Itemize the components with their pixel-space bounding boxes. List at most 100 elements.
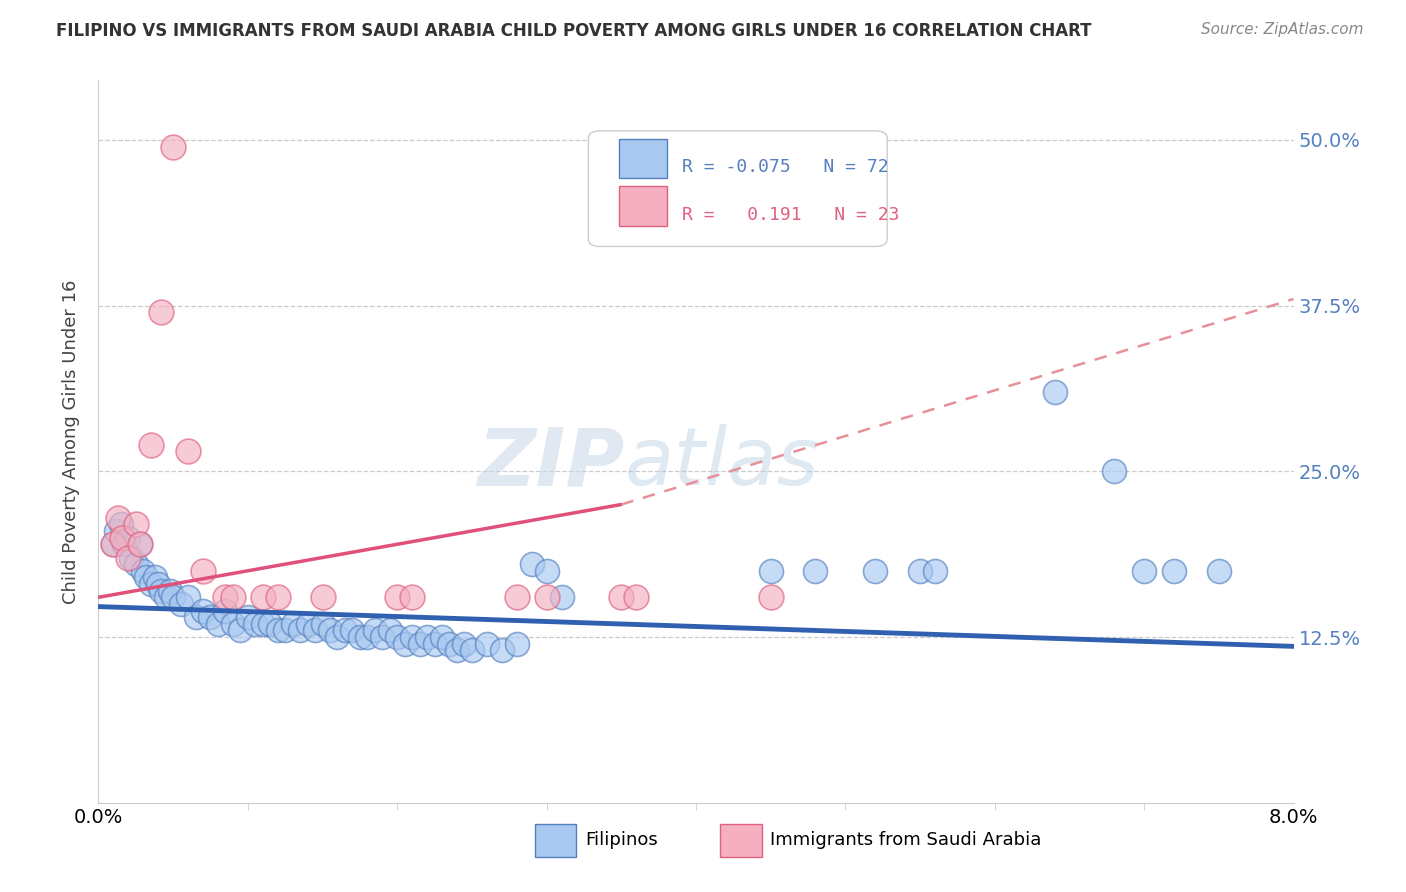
Point <box>461 643 484 657</box>
Point <box>506 591 529 605</box>
Point <box>117 550 139 565</box>
Point <box>236 610 259 624</box>
Point <box>155 591 177 605</box>
Point <box>129 537 152 551</box>
Point <box>125 557 148 571</box>
Point <box>610 591 633 605</box>
Point <box>342 624 364 638</box>
Point <box>191 564 214 578</box>
Text: atlas: atlas <box>624 425 820 502</box>
Text: Filipinos: Filipinos <box>585 831 658 849</box>
Point <box>169 597 191 611</box>
Point <box>222 591 245 605</box>
Point <box>143 570 166 584</box>
Point <box>150 305 173 319</box>
Point <box>150 583 173 598</box>
Point <box>506 637 529 651</box>
Point <box>281 616 304 631</box>
Text: Immigrants from Saudi Arabia: Immigrants from Saudi Arabia <box>770 831 1042 849</box>
FancyBboxPatch shape <box>620 138 668 178</box>
Point <box>385 630 409 644</box>
Point <box>1133 564 1156 578</box>
Point <box>139 438 162 452</box>
Point <box>394 637 416 651</box>
FancyBboxPatch shape <box>589 131 887 246</box>
Point <box>364 624 387 638</box>
Point <box>865 564 887 578</box>
FancyBboxPatch shape <box>620 186 668 226</box>
Point <box>1163 564 1185 578</box>
Point <box>229 624 252 638</box>
Point <box>924 564 946 578</box>
Point <box>129 537 152 551</box>
Point <box>401 630 423 644</box>
Point <box>439 637 461 651</box>
Point <box>184 610 207 624</box>
Point <box>191 603 214 617</box>
Point <box>491 643 513 657</box>
Point <box>112 537 135 551</box>
Point <box>1208 564 1230 578</box>
Point <box>385 591 409 605</box>
Point <box>120 550 142 565</box>
Point <box>297 616 319 631</box>
Point <box>252 591 274 605</box>
Point <box>333 624 356 638</box>
Text: Source: ZipAtlas.com: Source: ZipAtlas.com <box>1201 22 1364 37</box>
Point <box>274 624 297 638</box>
Point <box>107 510 129 524</box>
Point <box>214 591 236 605</box>
Y-axis label: Child Poverty Among Girls Under 16: Child Poverty Among Girls Under 16 <box>62 279 80 604</box>
Point <box>304 624 326 638</box>
Point <box>111 531 134 545</box>
Point <box>105 524 128 538</box>
Point <box>319 624 342 638</box>
Point <box>759 564 782 578</box>
Point <box>125 517 148 532</box>
Point <box>626 591 648 605</box>
Point <box>423 637 446 651</box>
Point <box>475 637 498 651</box>
Text: R = -0.075   N = 72: R = -0.075 N = 72 <box>682 159 889 177</box>
Point <box>222 616 245 631</box>
Point <box>1104 464 1126 478</box>
Text: R =   0.191   N = 23: R = 0.191 N = 23 <box>682 206 898 224</box>
Point <box>371 630 394 644</box>
Point <box>252 616 274 631</box>
Point <box>117 531 139 545</box>
Point <box>159 583 181 598</box>
Point <box>326 630 349 644</box>
Point <box>378 624 401 638</box>
Point <box>311 591 333 605</box>
Point <box>1043 384 1066 399</box>
Point <box>110 517 132 532</box>
Point <box>214 603 236 617</box>
Point <box>103 537 125 551</box>
Point <box>103 537 125 551</box>
Point <box>408 637 430 651</box>
Point <box>162 139 184 153</box>
Point <box>200 610 222 624</box>
Point <box>536 591 558 605</box>
Point <box>162 591 184 605</box>
FancyBboxPatch shape <box>720 824 762 857</box>
Point <box>207 616 229 631</box>
Point <box>401 591 423 605</box>
Point <box>132 564 155 578</box>
Point <box>311 616 333 631</box>
Point <box>550 591 572 605</box>
Point <box>267 624 290 638</box>
Point <box>245 616 267 631</box>
Point <box>135 570 157 584</box>
Point <box>288 624 311 638</box>
Point <box>430 630 453 644</box>
Point <box>177 591 200 605</box>
FancyBboxPatch shape <box>534 824 576 857</box>
Point <box>356 630 378 644</box>
Point <box>759 591 782 605</box>
Point <box>259 616 281 631</box>
Point <box>453 637 475 651</box>
Point <box>139 577 162 591</box>
Point <box>177 444 200 458</box>
Point <box>446 643 468 657</box>
